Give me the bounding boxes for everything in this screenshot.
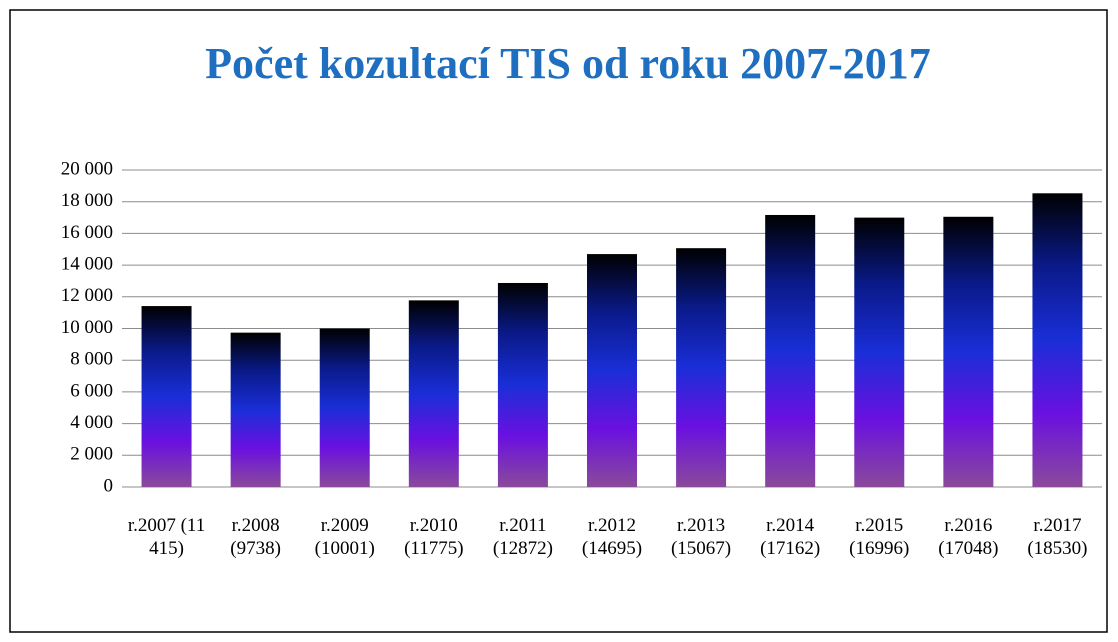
y-tick-label: 10 000 [61,317,113,338]
chart-title: Počet kozultací TIS od roku 2007-2017 [205,39,931,88]
x-tick-label: r.2011 (12872) [492,515,553,559]
x-tick-label: r.2017 (18530) [1027,515,1088,559]
x-tick-label: r.2014 (17162) [760,515,821,559]
bar [676,248,727,487]
x-tick-label: r.2010 (11775) [404,515,464,559]
x-tick-label: r.2016 (17048) [938,515,999,559]
y-tick-label: 20 000 [61,158,113,179]
x-tick-label: r.2015 (16996) [849,515,910,559]
x-tick-label: r.2012 (14695) [581,515,643,559]
y-tick-label: 0 [104,475,114,496]
bar [230,332,281,487]
bar [854,217,905,487]
y-tick-label: 2 000 [70,444,113,465]
x-tick-label: r.2007 (11 415) [127,515,206,559]
x-tick-label: r.2008 (9738) [230,515,281,559]
y-tick-label: 4 000 [70,412,113,433]
bar [587,254,637,487]
y-tick-label: 16 000 [61,222,113,243]
x-tick-label: r.2009 (10001) [314,515,375,559]
bar [319,328,370,487]
bar [141,306,192,487]
bar [1032,193,1083,487]
bar [765,214,816,487]
y-tick-label: 14 000 [61,253,113,274]
y-tick-label: 18 000 [61,190,113,211]
frame [9,9,1108,633]
bar [943,216,994,488]
y-tick-label: 12 000 [61,285,113,306]
bar [497,282,548,487]
bar [408,300,459,487]
y-tick-label: 8 000 [70,349,113,370]
x-tick-label: r.2013 (15067) [670,515,732,559]
y-tick-label: 6 000 [70,380,113,401]
